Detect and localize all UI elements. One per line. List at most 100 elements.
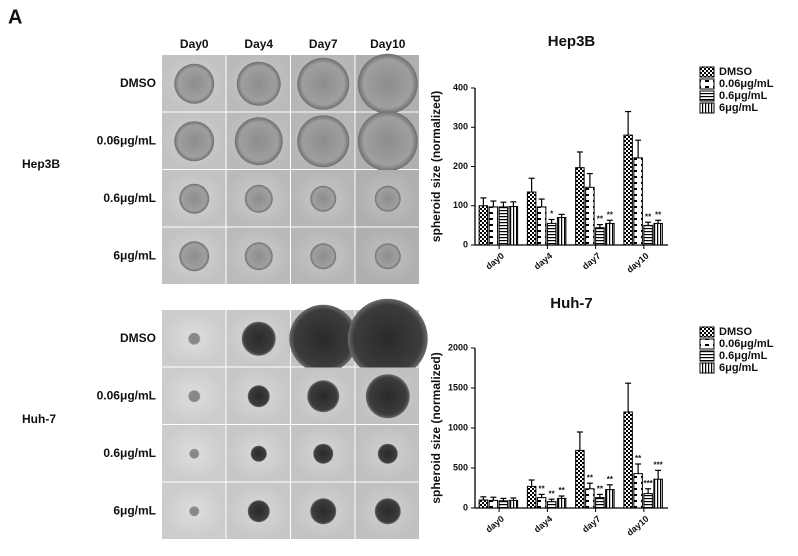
x-tick-label: day10 <box>625 251 651 275</box>
legend-label: 0.6μg/mL <box>719 350 768 362</box>
spheroid <box>244 184 273 213</box>
y-axis-label: spheroid size (normalized) <box>429 352 443 503</box>
y-tick-label: 300 <box>453 122 468 132</box>
spheroid <box>241 321 276 356</box>
row-label: DMSO <box>120 331 156 345</box>
significance-label: ** <box>607 210 614 219</box>
significance-label: * <box>550 210 554 219</box>
y-tick-label: 1500 <box>448 382 468 392</box>
row-label: 0.06μg/mL <box>97 133 156 147</box>
bar <box>526 191 537 246</box>
bar <box>633 473 643 509</box>
row-label: 0.06μg/mL <box>97 388 156 402</box>
bar <box>546 501 557 509</box>
row-label: 6μg/mL <box>113 248 156 262</box>
y-tick-label: 500 <box>453 462 468 472</box>
legend-swatch <box>699 350 715 362</box>
x-tick-label: day4 <box>532 251 554 272</box>
bar <box>478 205 489 246</box>
bar <box>595 227 605 246</box>
y-tick-label: 1000 <box>448 422 468 432</box>
significance-label: *** <box>643 479 653 488</box>
spheroid <box>313 443 334 464</box>
chart-title: Huh-7 <box>550 295 593 312</box>
x-tick-label: day0 <box>484 514 506 535</box>
spheroid <box>188 390 201 403</box>
y-tick-label: 100 <box>453 200 468 210</box>
bar <box>643 493 653 509</box>
significance-label: ** <box>645 212 652 221</box>
bar <box>526 485 537 509</box>
spheroid <box>310 243 337 270</box>
bar <box>623 411 633 509</box>
bar <box>536 206 547 246</box>
spheroid <box>236 61 281 106</box>
spheroid <box>179 241 210 272</box>
legend-swatch <box>699 78 715 90</box>
x-tick-label: day7 <box>580 251 602 272</box>
x-tick-label: day4 <box>532 514 554 535</box>
spheroid <box>347 298 428 379</box>
spheroid <box>179 183 210 214</box>
bar <box>498 206 509 246</box>
cell-line-label: Huh-7 <box>22 412 56 426</box>
column-header: Day0 <box>180 37 209 51</box>
spheroid <box>377 443 398 464</box>
legend-swatch <box>699 90 715 102</box>
spheroid <box>174 121 215 162</box>
bar <box>575 449 585 509</box>
spheroid <box>357 53 418 114</box>
spheroid <box>174 63 215 104</box>
bar <box>575 167 585 246</box>
bar <box>556 497 567 509</box>
significance-label: ** <box>587 473 594 482</box>
row-label: 0.6μg/mL <box>103 446 156 460</box>
bar <box>546 222 557 246</box>
x-tick-label: day7 <box>580 514 602 535</box>
legend-label: 6μg/mL <box>719 102 758 114</box>
row-label: 0.6μg/mL <box>103 191 156 205</box>
legend-label: DMSO <box>719 66 752 78</box>
bar <box>623 134 633 246</box>
bar <box>488 499 499 509</box>
column-header: Day7 <box>309 37 338 51</box>
spheroid <box>234 117 283 166</box>
y-tick-label: 200 <box>453 161 468 171</box>
cell-line-label: Hep3B <box>22 157 60 171</box>
bar <box>605 222 615 246</box>
bar <box>478 499 489 509</box>
legend-label: 0.06μg/mL <box>719 78 774 90</box>
spheroid <box>365 374 410 419</box>
legend-swatch <box>699 102 715 114</box>
spheroid <box>289 304 358 373</box>
panel-label: A <box>8 6 22 28</box>
legend-swatch <box>699 66 715 78</box>
bar <box>488 206 499 246</box>
spheroid <box>244 242 273 271</box>
bar <box>508 499 519 509</box>
y-tick-label: 0 <box>463 502 468 512</box>
spheroid <box>310 498 337 525</box>
column-header: Day4 <box>244 37 273 51</box>
bar <box>605 489 615 509</box>
x-tick-label: day0 <box>484 251 506 272</box>
legend-label: 0.6μg/mL <box>719 90 768 102</box>
chart-title: Hep3B <box>548 33 596 50</box>
bar <box>633 157 643 246</box>
spheroid <box>374 243 401 270</box>
significance-label: ** <box>655 210 662 219</box>
spheroid <box>189 448 200 459</box>
x-tick-label: day10 <box>625 514 651 538</box>
spheroid <box>297 57 350 110</box>
spheroid <box>307 380 340 413</box>
row-label: 6μg/mL <box>113 503 156 517</box>
legend-label: 0.06μg/mL <box>719 338 774 350</box>
spheroid <box>189 506 200 517</box>
significance-label: *** <box>653 461 663 470</box>
spheroid <box>374 185 401 212</box>
spheroid <box>247 500 270 523</box>
bar <box>508 206 519 246</box>
significance-label: ** <box>607 475 614 484</box>
